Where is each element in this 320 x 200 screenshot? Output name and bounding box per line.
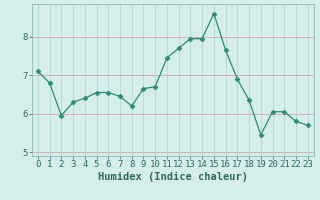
X-axis label: Humidex (Indice chaleur): Humidex (Indice chaleur) (98, 172, 248, 182)
